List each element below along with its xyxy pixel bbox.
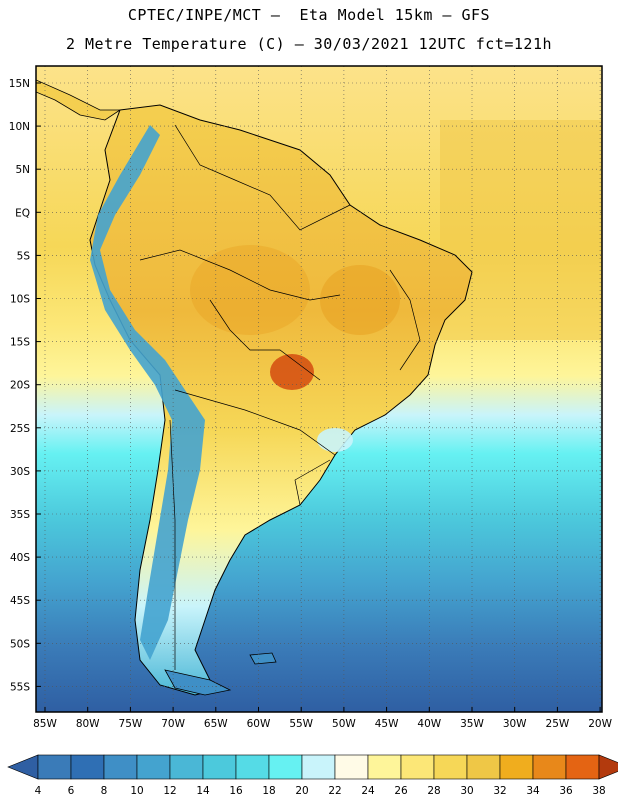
lon-label: 70W bbox=[161, 718, 185, 730]
lat-label: 45S bbox=[10, 595, 30, 607]
colorbar-tick-label: 28 bbox=[427, 785, 440, 797]
colorbar-swatch bbox=[70, 754, 105, 780]
lat-label: 15S bbox=[10, 337, 30, 349]
lat-label: 5N bbox=[15, 164, 30, 176]
colorbar-tick-label: 12 bbox=[163, 785, 176, 797]
colorbar-arrow-low bbox=[7, 754, 39, 780]
lon-label: 40W bbox=[417, 718, 441, 730]
colorbar-tick-label: 18 bbox=[262, 785, 275, 797]
colorbar-tick-label: 22 bbox=[328, 785, 341, 797]
lat-label: 15N bbox=[9, 78, 30, 90]
colorbar-tick-label: 34 bbox=[526, 785, 540, 797]
lon-label: 50W bbox=[332, 718, 356, 730]
colorbar-tick-label: 26 bbox=[394, 785, 408, 797]
colorbar-swatch bbox=[202, 754, 237, 780]
lon-label: 80W bbox=[76, 718, 100, 730]
lon-label: 45W bbox=[375, 718, 399, 730]
map-frame bbox=[35, 65, 603, 713]
lat-label: 25S bbox=[10, 423, 30, 435]
lon-label: 35W bbox=[460, 718, 484, 730]
andes-cold-ridge bbox=[90, 125, 205, 660]
colorbar-swatch bbox=[169, 754, 204, 780]
colorbar-tick-label: 30 bbox=[460, 785, 473, 797]
lat-label: EQ bbox=[15, 207, 30, 219]
colorbar-swatch bbox=[334, 754, 369, 780]
lat-label: 10N bbox=[9, 121, 30, 133]
lat-label: 50S bbox=[10, 638, 30, 650]
colorbar-swatch bbox=[136, 754, 171, 780]
lat-label: 20S bbox=[10, 380, 30, 392]
colorbar-tick-label: 36 bbox=[559, 785, 573, 797]
lon-label: 30W bbox=[503, 718, 527, 730]
lat-label: 35S bbox=[10, 509, 30, 521]
colorbar: 4 6 8 10 12 14 16 18 20 22 24 26 28 30 32 34 36 38 bbox=[7, 754, 618, 797]
colorbar-swatch bbox=[565, 754, 600, 780]
lon-label: 55W bbox=[289, 718, 313, 730]
lat-label: 10S bbox=[10, 294, 30, 306]
colorbar-tick-label: 24 bbox=[361, 785, 375, 797]
longitude-labels: 85W 80W 75W 70W 65W 60W 55W 50W 45W 40W 35W 30W 25W 2… bbox=[33, 707, 613, 730]
colorbar-swatch bbox=[37, 754, 72, 780]
lon-label: 60W bbox=[247, 718, 271, 730]
lon-label: 85W bbox=[33, 718, 57, 730]
lat-label: 30S bbox=[10, 466, 30, 478]
colorbar-tick-label: 38 bbox=[592, 785, 605, 797]
colorbar-tick-label: 32 bbox=[493, 785, 506, 797]
colorbar-tick-label: 14 bbox=[196, 785, 210, 797]
lon-label: 20W bbox=[588, 718, 612, 730]
lon-label: 65W bbox=[204, 718, 228, 730]
colorbar-tick-label: 6 bbox=[68, 785, 75, 797]
colorbar-swatch bbox=[466, 754, 501, 780]
map-field bbox=[36, 66, 602, 712]
latitude-labels: 15N 10N 5N EQ 5S 10S 15S 20S 25S 30S 35S 40S 45S 50S 5… bbox=[9, 78, 41, 693]
lat-label: 40S bbox=[10, 552, 30, 564]
colorbar-swatch bbox=[433, 754, 468, 780]
colorbar-swatch bbox=[400, 754, 435, 780]
colorbar-swatch bbox=[499, 754, 534, 780]
colorbar-swatch bbox=[532, 754, 567, 780]
colorbar-swatch bbox=[367, 754, 402, 780]
colorbar-tick-label: 16 bbox=[229, 785, 243, 797]
chart-title-line1: CPTEC/INPE/MCT – Eta Model 15km – GFS bbox=[127, 6, 491, 24]
colorbar-swatch bbox=[268, 754, 303, 780]
colorbar-swatch bbox=[103, 754, 138, 780]
lon-label: 75W bbox=[119, 718, 143, 730]
chart-title-line2: 2 Metre Temperature (C) – 30/03/2021 12U… bbox=[65, 35, 553, 53]
lon-label: 25W bbox=[546, 718, 570, 730]
colorbar-tick-label: 20 bbox=[295, 785, 308, 797]
colorbar-tick-label: 10 bbox=[130, 785, 143, 797]
hotspot-pantanal bbox=[270, 354, 314, 390]
colorbar-tick-label: 4 bbox=[35, 785, 42, 797]
colorbar-swatch bbox=[301, 754, 336, 780]
country-borders bbox=[139, 124, 421, 670]
lat-label: 55S bbox=[10, 681, 30, 693]
lat-label: 5S bbox=[17, 250, 31, 262]
colorbar-swatch bbox=[235, 754, 270, 780]
colorbar-arrow-high bbox=[598, 754, 618, 780]
colorbar-tick-label: 8 bbox=[101, 785, 108, 797]
